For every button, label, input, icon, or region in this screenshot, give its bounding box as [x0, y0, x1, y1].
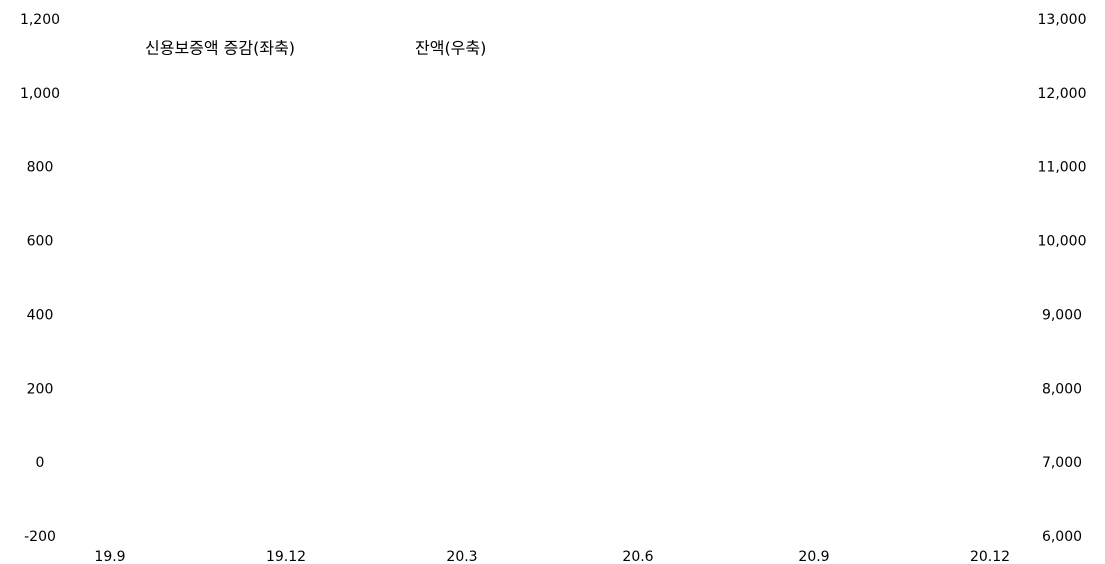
y2-tick-label: 9,000: [1042, 307, 1082, 323]
x-tick-label: 20.12: [970, 549, 1010, 564]
y-tick-label: 0: [36, 455, 45, 471]
x-tick-label: 20.6: [622, 549, 653, 564]
y2-tick-label: 7,000: [1042, 455, 1082, 471]
x-tick-label: 20.9: [798, 549, 829, 564]
y-tick-label: -200: [24, 529, 56, 545]
legend-entry: 신용보증액 증감(좌축): [145, 39, 295, 58]
y-tick-label: 600: [27, 234, 54, 250]
y-tick-label: 200: [27, 381, 54, 397]
y-tick-label: 1,000: [20, 86, 60, 102]
y2-tick-label: 10,000: [1038, 234, 1087, 250]
y2-tick-label: 6,000: [1042, 529, 1082, 545]
legend-entry: 잔액(우축): [415, 39, 486, 58]
y-tick-label: 800: [27, 160, 54, 176]
y-tick-label: 1,200: [20, 12, 60, 28]
y2-tick-label: 8,000: [1042, 381, 1082, 397]
x-tick-label: 19.12: [266, 549, 306, 564]
y-tick-label: 400: [27, 307, 54, 323]
x-tick-label: 20.3: [446, 549, 477, 564]
x-tick-label: 19.9: [94, 549, 125, 564]
y2-tick-label: 12,000: [1038, 86, 1087, 102]
y2-tick-label: 13,000: [1038, 12, 1087, 28]
y2-tick-label: 11,000: [1038, 160, 1087, 176]
